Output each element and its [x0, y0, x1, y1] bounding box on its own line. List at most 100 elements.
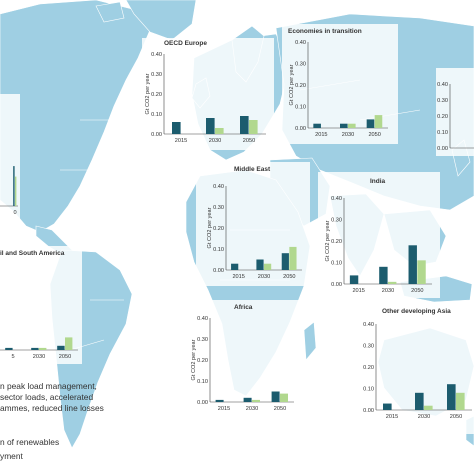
chart-title: Middle East — [234, 166, 271, 173]
x-tick-label: 2015 — [386, 414, 398, 420]
bar — [289, 246, 297, 270]
bar — [215, 399, 224, 402]
bar — [231, 263, 239, 270]
x-tick-label: 2050 — [274, 406, 286, 412]
bar — [31, 347, 39, 350]
x-tick-label: 2050 — [411, 288, 423, 294]
x-tick-label: 2015 — [218, 406, 230, 412]
bar — [264, 263, 272, 270]
x-tick-label: 2050 — [283, 274, 295, 280]
bar — [456, 392, 465, 410]
y-axis-label: Gt CO2 per year — [325, 220, 331, 261]
chart-latin-america: 5 2030 2050 il and South America — [0, 246, 82, 364]
x-tick-label: 2050 — [243, 138, 255, 144]
bar-chart: 0.40 0.30 0.20 0.10 0.00 Gt CO2 per year 2015 2… — [289, 40, 388, 138]
chart-title: Other developing Asia — [382, 308, 451, 315]
note-line-2: sector loads, accelerated — [0, 392, 94, 402]
bar — [340, 123, 348, 128]
x-tick-label: 2015 — [232, 274, 244, 280]
y-tick-label: 0.40 — [213, 184, 224, 190]
bar — [15, 176, 17, 206]
y-tick-label: 0.00 — [295, 126, 306, 132]
note-line-1: n peak load management, — [0, 381, 97, 391]
bar — [39, 347, 47, 350]
y-tick-label: 0.10 — [151, 112, 162, 118]
bar-chart: 0.40 0.30 0.20 0.10 0.00 Gt CO2 per year 2015 2… — [207, 184, 302, 280]
y-tick-label: 0.30 — [151, 72, 162, 78]
north-america-landmass — [0, 0, 151, 233]
y-tick-label: 0.20 — [363, 365, 374, 371]
bar — [281, 253, 289, 270]
chart-title: Economies in transition — [288, 28, 362, 35]
y-axis-label: Gt CO2 per year — [145, 73, 151, 114]
bar — [280, 393, 288, 402]
bar — [240, 116, 249, 134]
bar — [172, 122, 181, 134]
y-tick-label: 0.10 — [331, 261, 342, 267]
bar-chart: 0.40 0.30 0.20 0.10 0.00 2015 2030 2050 — [363, 322, 472, 420]
chart-oecd-europe: 0.40 0.30 0.20 0.10 0.00 Gt CO2 per year 2015 2… — [142, 38, 274, 150]
bar — [408, 245, 417, 284]
y-axis-label: Gt CO2 per year — [289, 64, 295, 105]
bar-chart: 0.40 0.30 0.20 0.10 0.00 Gt CO2 per year 2015 2… — [191, 316, 294, 412]
y-tick-label: 0.40 — [437, 82, 448, 88]
y-tick-label: 0.40 — [331, 196, 342, 202]
bar — [379, 266, 388, 284]
bar — [215, 128, 224, 134]
chart-left-edge: 0 — [0, 94, 20, 222]
bar — [206, 118, 215, 134]
y-tick-label: 0.40 — [363, 322, 374, 328]
chart-africa: 0.40 0.30 0.20 0.10 0.00 Gt CO2 per year 2015 2… — [180, 300, 302, 418]
bar — [13, 166, 15, 206]
arctic-islands-landmass — [95, 1, 125, 23]
y-tick-label: 0.30 — [295, 62, 306, 68]
y-tick-label: 0.10 — [295, 105, 306, 111]
y-tick-label: 0.40 — [197, 316, 208, 322]
y-tick-label: 0.00 — [331, 282, 342, 288]
y-tick-label: 0.30 — [213, 205, 224, 211]
y-tick-label: 0.30 — [197, 337, 208, 343]
x-tick-label: 2030 — [382, 288, 394, 294]
y-tick-label: 0.40 — [151, 52, 162, 58]
x-tick-label: 2030 — [258, 274, 270, 280]
x-tick-label: 5 — [11, 354, 14, 360]
bar-chart: 5 2030 2050 — [0, 337, 78, 360]
x-tick-label: 2050 — [450, 414, 462, 420]
bar — [5, 347, 13, 350]
y-tick-label: 0.10 — [197, 379, 208, 385]
y-tick-label: 0.30 — [331, 218, 342, 224]
x-tick-label: 2030 — [246, 406, 258, 412]
note-line-4: n of renewables — [0, 437, 60, 447]
bar — [313, 123, 321, 128]
bar — [383, 403, 392, 410]
bar-chart: 0.40 0.30 0.20 0.10 0.00 — [437, 82, 474, 152]
x-tick-label: 2015 — [175, 138, 187, 144]
y-tick-label: 0.00 — [437, 146, 448, 152]
bar — [374, 115, 383, 128]
bar — [424, 405, 433, 410]
bar — [349, 275, 359, 284]
x-tick-label: 2030 — [342, 132, 354, 138]
chart-middle-east: 0.40 0.30 0.20 0.10 0.00 Gt CO2 per year 2015 2… — [196, 162, 310, 286]
bar — [249, 120, 258, 134]
y-tick-label: 0.00 — [213, 268, 224, 274]
y-axis-label: Gt CO2 per year — [207, 207, 213, 248]
chart-india: 0.40 0.30 0.20 0.10 0.00 Gt CO2 per year 2015 2… — [318, 172, 440, 298]
y-tick-label: 0.20 — [151, 92, 162, 98]
chart-title: il and South America — [0, 250, 65, 257]
x-tick-label: 2030 — [33, 354, 45, 360]
bar — [447, 384, 456, 410]
bar-chart: 0.40 0.30 0.20 0.10 0.00 Gt CO2 per year 2015 2… — [325, 196, 432, 294]
madagascar-landmass — [303, 321, 317, 361]
note-line-3: ammes, reduced line losses — [0, 403, 104, 413]
x-tick-label: 2050 — [59, 354, 71, 360]
x-tick-label: 2015 — [315, 132, 327, 138]
bar — [348, 123, 356, 128]
y-tick-label: 0.20 — [197, 358, 208, 364]
chart-other-developing-asia: 0.40 0.30 0.20 0.10 0.00 2015 2030 2050 Other d… — [346, 306, 474, 434]
chart-title: India — [370, 178, 386, 185]
y-axis-label: Gt CO2 per year — [191, 339, 197, 380]
x-tick-label: 2015 — [352, 288, 364, 294]
y-tick-label: 0.40 — [295, 40, 306, 46]
